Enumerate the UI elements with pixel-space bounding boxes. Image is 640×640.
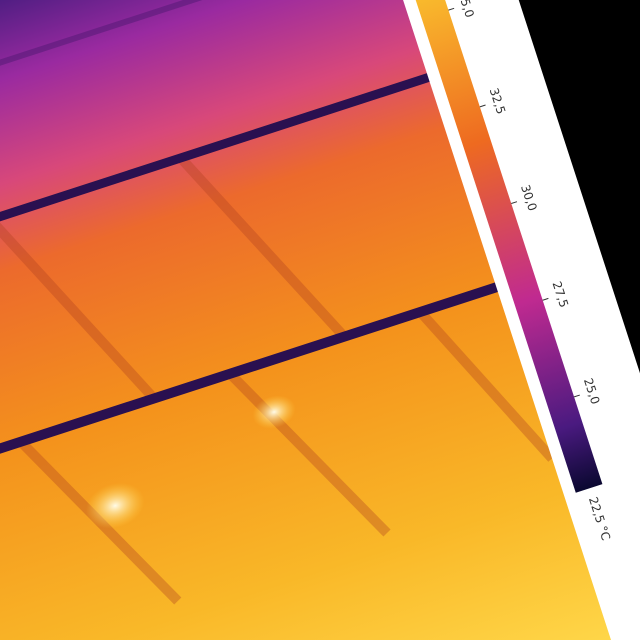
colorbar-tick [511, 201, 518, 205]
colorbar-tick [479, 104, 486, 108]
hot-spot [252, 395, 296, 429]
panel-gap [0, 67, 449, 274]
panel-seams [0, 154, 556, 605]
panel-gap [0, 0, 403, 133]
colorbar-tick [542, 297, 549, 301]
colorbar [371, 0, 603, 493]
hot-spot [85, 482, 145, 529]
colorbar-tick [448, 7, 455, 11]
colorbar-tick [573, 394, 580, 398]
panel-gap [0, 276, 517, 484]
